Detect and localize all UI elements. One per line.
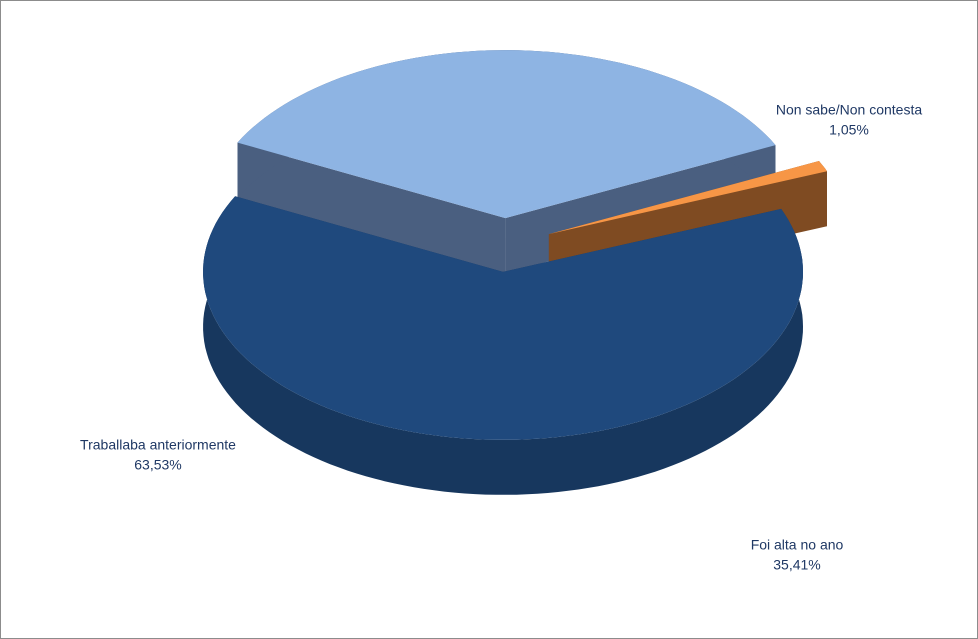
slice-side [203, 196, 804, 495]
slice-edge [237, 142, 506, 274]
data-label-value: 1,05% [829, 122, 869, 138]
data-label-value: 63,53% [134, 457, 181, 473]
slice-top [237, 50, 776, 219]
pie-slice [203, 196, 804, 495]
slice-top [203, 196, 804, 440]
slice-top [548, 161, 827, 235]
data-label-name: Non sabe/Non contesta [776, 102, 923, 118]
data-label-name: Traballaba anteriormente [80, 437, 236, 453]
slice-side [819, 161, 827, 227]
data-label-name: Foi alta no ano [751, 537, 844, 553]
data-label-value: 35,41% [773, 557, 820, 573]
